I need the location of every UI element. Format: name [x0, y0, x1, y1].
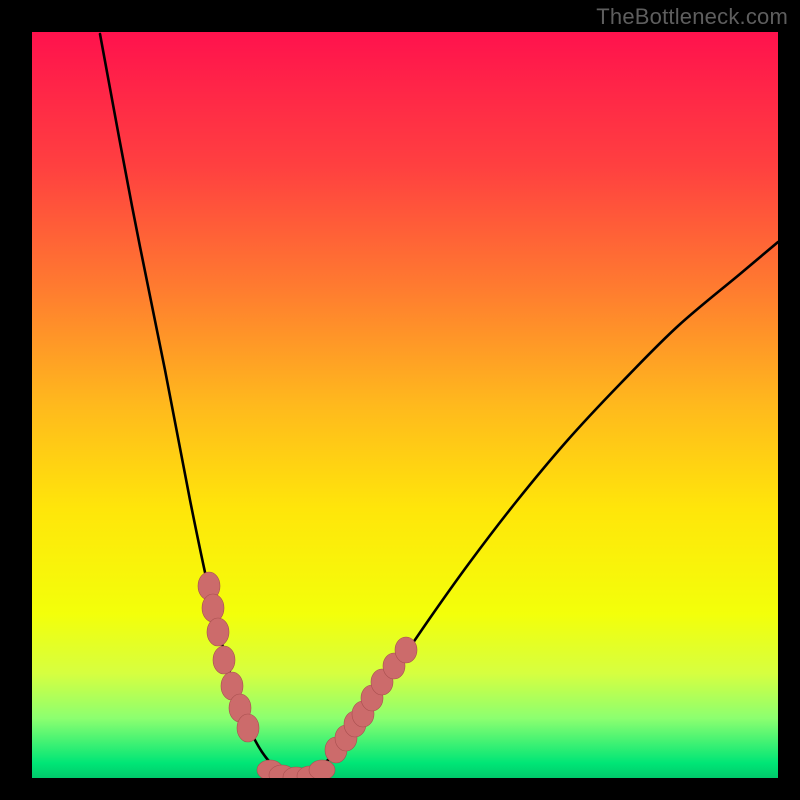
chart-svg — [0, 0, 800, 800]
marker-point — [237, 714, 259, 742]
marker-point — [213, 646, 235, 674]
chart-container: TheBottleneck.com — [0, 0, 800, 800]
marker-point — [202, 594, 224, 622]
marker-point — [207, 618, 229, 646]
marker-point — [309, 760, 335, 780]
watermark-text: TheBottleneck.com — [596, 4, 788, 30]
marker-point — [395, 637, 417, 663]
